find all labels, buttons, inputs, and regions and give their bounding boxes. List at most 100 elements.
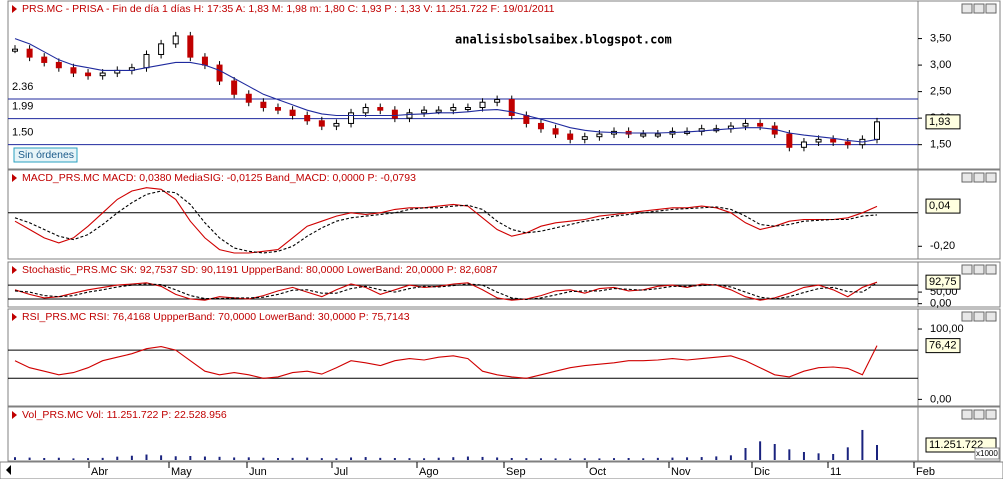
volume-bar — [276, 458, 279, 460]
window-close-button[interactable] — [985, 311, 997, 322]
month-label: Ago — [419, 466, 439, 478]
candle-body — [172, 35, 179, 45]
volume-unit: x1000 — [976, 449, 998, 458]
window-maximize-button[interactable] — [973, 172, 985, 183]
month-label: Feb — [916, 466, 935, 478]
volume-bar — [656, 457, 659, 460]
candle-body — [12, 48, 18, 52]
last-value-label: 92,75 — [929, 276, 957, 288]
window-close-button[interactable] — [985, 409, 997, 420]
candle-body — [757, 122, 764, 127]
candle-body — [333, 122, 340, 127]
volume-bar — [320, 458, 323, 460]
volume-bar — [218, 456, 221, 460]
candle-body — [187, 35, 194, 58]
indicator-line — [14, 282, 878, 301]
volume-bar — [496, 457, 499, 460]
window-maximize-button[interactable] — [973, 264, 985, 275]
volume-bar — [613, 458, 616, 460]
scroll-left-arrow[interactable] — [6, 465, 11, 475]
y-tick-label: 1,50 — [930, 139, 951, 151]
candle-body — [216, 64, 223, 82]
volume-bar — [393, 458, 396, 460]
volume-bar — [876, 444, 878, 460]
panel-header: Vol_PRS.MC Vol: 11.251.722 P: 22.528.956 — [22, 409, 227, 421]
candle-body — [581, 136, 588, 140]
candle-body — [245, 93, 252, 103]
volume-bar — [57, 457, 60, 460]
window-minimize-button[interactable] — [961, 172, 973, 183]
candle-body — [844, 141, 851, 146]
volume-bar — [686, 457, 689, 460]
month-label: Oct — [589, 466, 606, 478]
candle-body — [640, 133, 647, 137]
last-value-label: 1,93 — [929, 116, 950, 128]
window-close-button[interactable] — [985, 264, 997, 275]
volume-bar — [729, 455, 732, 460]
axis-frame — [917, 0, 1001, 170]
indicator-line — [14, 190, 878, 254]
volume-bar — [379, 457, 382, 460]
last-value-box — [925, 274, 961, 290]
window-close-button[interactable] — [985, 172, 997, 183]
panel-header: RSI_PRS.MC RSI: 76,4168 UppperBand: 70,0… — [22, 311, 410, 323]
window-maximize-button[interactable] — [973, 3, 985, 14]
candle-body — [99, 72, 106, 77]
indicator-line — [14, 38, 878, 143]
month-label: May — [171, 466, 192, 478]
volume-bar — [43, 458, 46, 460]
month-label: Jul — [334, 466, 348, 478]
volume-bar — [350, 457, 353, 460]
candle-body — [421, 109, 428, 114]
volume-bar — [642, 458, 645, 460]
candle-body — [479, 101, 486, 109]
window-minimize-button[interactable] — [961, 3, 973, 14]
candle-body — [201, 56, 208, 66]
window-minimize-button[interactable] — [961, 311, 973, 322]
candle-body — [304, 114, 311, 122]
volume-bar — [87, 458, 90, 460]
candle-body — [494, 99, 501, 103]
candle-body — [537, 122, 544, 130]
window-minimize-button[interactable] — [961, 409, 973, 420]
volume-bar — [671, 457, 674, 460]
orders-badge: Sin órdenes — [18, 149, 74, 161]
window-minimize-button[interactable] — [961, 264, 973, 275]
volume-bar — [802, 452, 805, 460]
candle-body — [596, 133, 603, 138]
month-label: Sep — [506, 466, 526, 478]
candle-body — [55, 61, 62, 69]
candle-body — [742, 122, 749, 127]
candle-body — [464, 107, 471, 111]
panel-icon — [12, 266, 17, 274]
panel-header: MACD_PRS.MC MACD: 0,0380 MediaSIG: -0,01… — [22, 172, 416, 184]
volume-bar — [101, 457, 104, 460]
y-tick-label: 0,00 — [930, 298, 951, 310]
candle-body — [874, 121, 880, 140]
window-maximize-button[interactable] — [973, 409, 985, 420]
candle-body — [289, 109, 296, 116]
panel-header: PRS.MC - PRISA - Fin de día 1 días H: 17… — [22, 3, 555, 15]
orders-badge-box[interactable] — [13, 147, 78, 163]
candle-body — [362, 107, 369, 114]
y-tick-label: 0,00 — [930, 393, 951, 405]
volume-bar — [14, 457, 16, 460]
panel-header: Stochastic_PRS.MC SK: 92,7537 SD: 90,119… — [22, 264, 498, 276]
panel-icon — [12, 411, 17, 419]
candle-body — [274, 107, 281, 111]
level-label: 1.50 — [12, 127, 33, 139]
volume-bar — [861, 429, 864, 460]
candle-body — [815, 138, 822, 143]
volume-bar — [510, 458, 513, 460]
volume-bar — [306, 457, 309, 460]
candle-body — [435, 109, 442, 113]
window-maximize-button[interactable] — [973, 311, 985, 322]
window-close-button[interactable] — [985, 3, 997, 14]
axis-frame — [917, 169, 1001, 260]
last-value-box — [925, 114, 961, 130]
last-value-box — [925, 338, 961, 354]
indicator-line — [14, 345, 878, 379]
candle-body — [508, 99, 515, 116]
volume-bar — [408, 458, 411, 460]
time-axis — [0, 461, 1003, 479]
